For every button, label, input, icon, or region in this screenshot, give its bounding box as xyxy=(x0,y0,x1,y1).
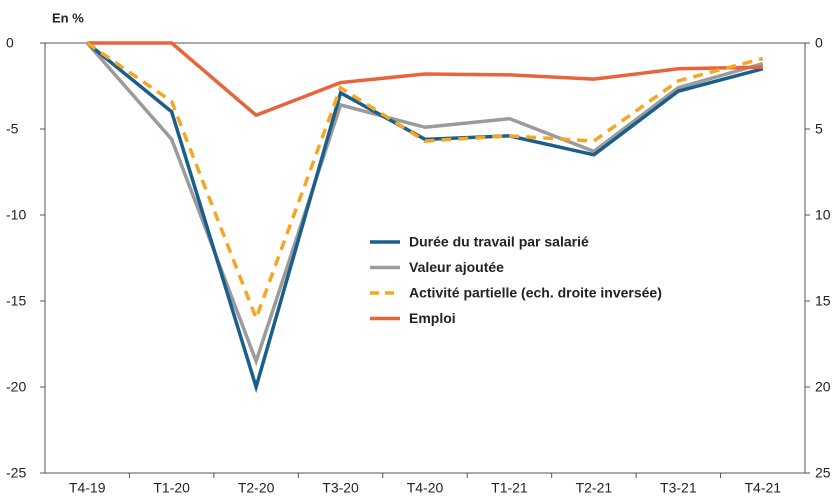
legend-label: Durée du travail par salarié xyxy=(409,234,589,250)
series-line xyxy=(87,41,763,118)
x-tick-label: T2-21 xyxy=(576,480,613,496)
series-line xyxy=(86,41,764,324)
y2-tick-label: 20 xyxy=(815,379,831,395)
y-tick-label: -10 xyxy=(6,207,26,223)
x-tick-label: T4-20 xyxy=(407,480,444,496)
legend-label: Activité partielle (ech. droite inversée… xyxy=(409,285,662,301)
y2-tick-label: 15 xyxy=(815,293,831,309)
y-axis-label: En % xyxy=(52,10,84,25)
x-tick-label: T1-21 xyxy=(491,480,528,496)
x-tick-label: T2-20 xyxy=(238,480,275,496)
legend-label: Valeur ajoutée xyxy=(409,259,504,275)
y-tick-label: -5 xyxy=(6,121,19,137)
x-tick-label: T4-19 xyxy=(69,480,106,496)
y2-tick-label: 10 xyxy=(815,207,831,223)
legend-label: Emploi xyxy=(409,310,456,326)
series-line xyxy=(86,41,764,394)
y2-tick-label: 25 xyxy=(815,465,831,481)
x-tick-label: T4-21 xyxy=(744,480,781,496)
series-line xyxy=(85,41,764,367)
x-tick-label: T3-21 xyxy=(660,480,697,496)
y-tick-label: -25 xyxy=(6,465,26,481)
y-tick-label: -15 xyxy=(6,293,26,309)
y2-tick-label: 0 xyxy=(815,35,823,51)
y-tick-label: 0 xyxy=(6,35,14,51)
y2-tick-label: 5 xyxy=(815,121,823,137)
x-tick-label: T3-20 xyxy=(322,480,359,496)
x-tick-label: T1-20 xyxy=(153,480,190,496)
y-tick-label: -20 xyxy=(6,379,26,395)
